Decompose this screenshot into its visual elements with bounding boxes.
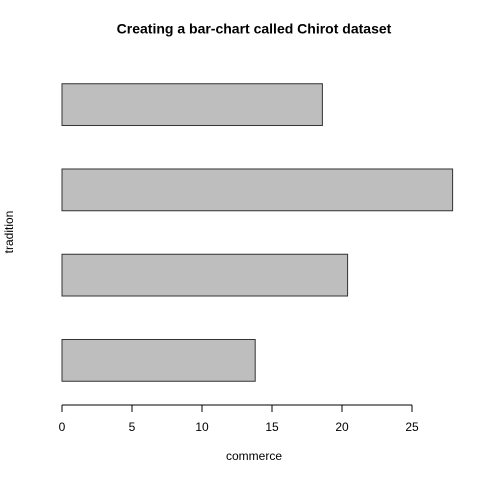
bar [61,338,256,382]
bar [61,253,349,297]
x-tick-label: 10 [195,420,209,434]
x-tick-label: 20 [335,420,349,434]
chart-title: Creating a bar-chart called Chirot datas… [117,21,392,37]
x-tick-label: 25 [405,420,419,434]
x-tick-label: 0 [59,420,66,434]
x-axis-label: commerce [226,449,282,463]
bar [61,168,454,212]
bar [61,83,323,127]
x-tick-label: 15 [265,420,279,434]
x-tick-label: 5 [129,420,136,434]
y-axis-label: tradition [2,211,16,254]
